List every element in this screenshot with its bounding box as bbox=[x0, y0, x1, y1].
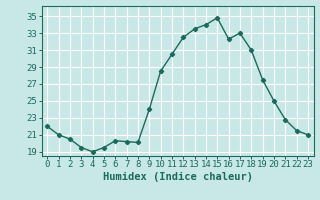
X-axis label: Humidex (Indice chaleur): Humidex (Indice chaleur) bbox=[103, 172, 252, 182]
